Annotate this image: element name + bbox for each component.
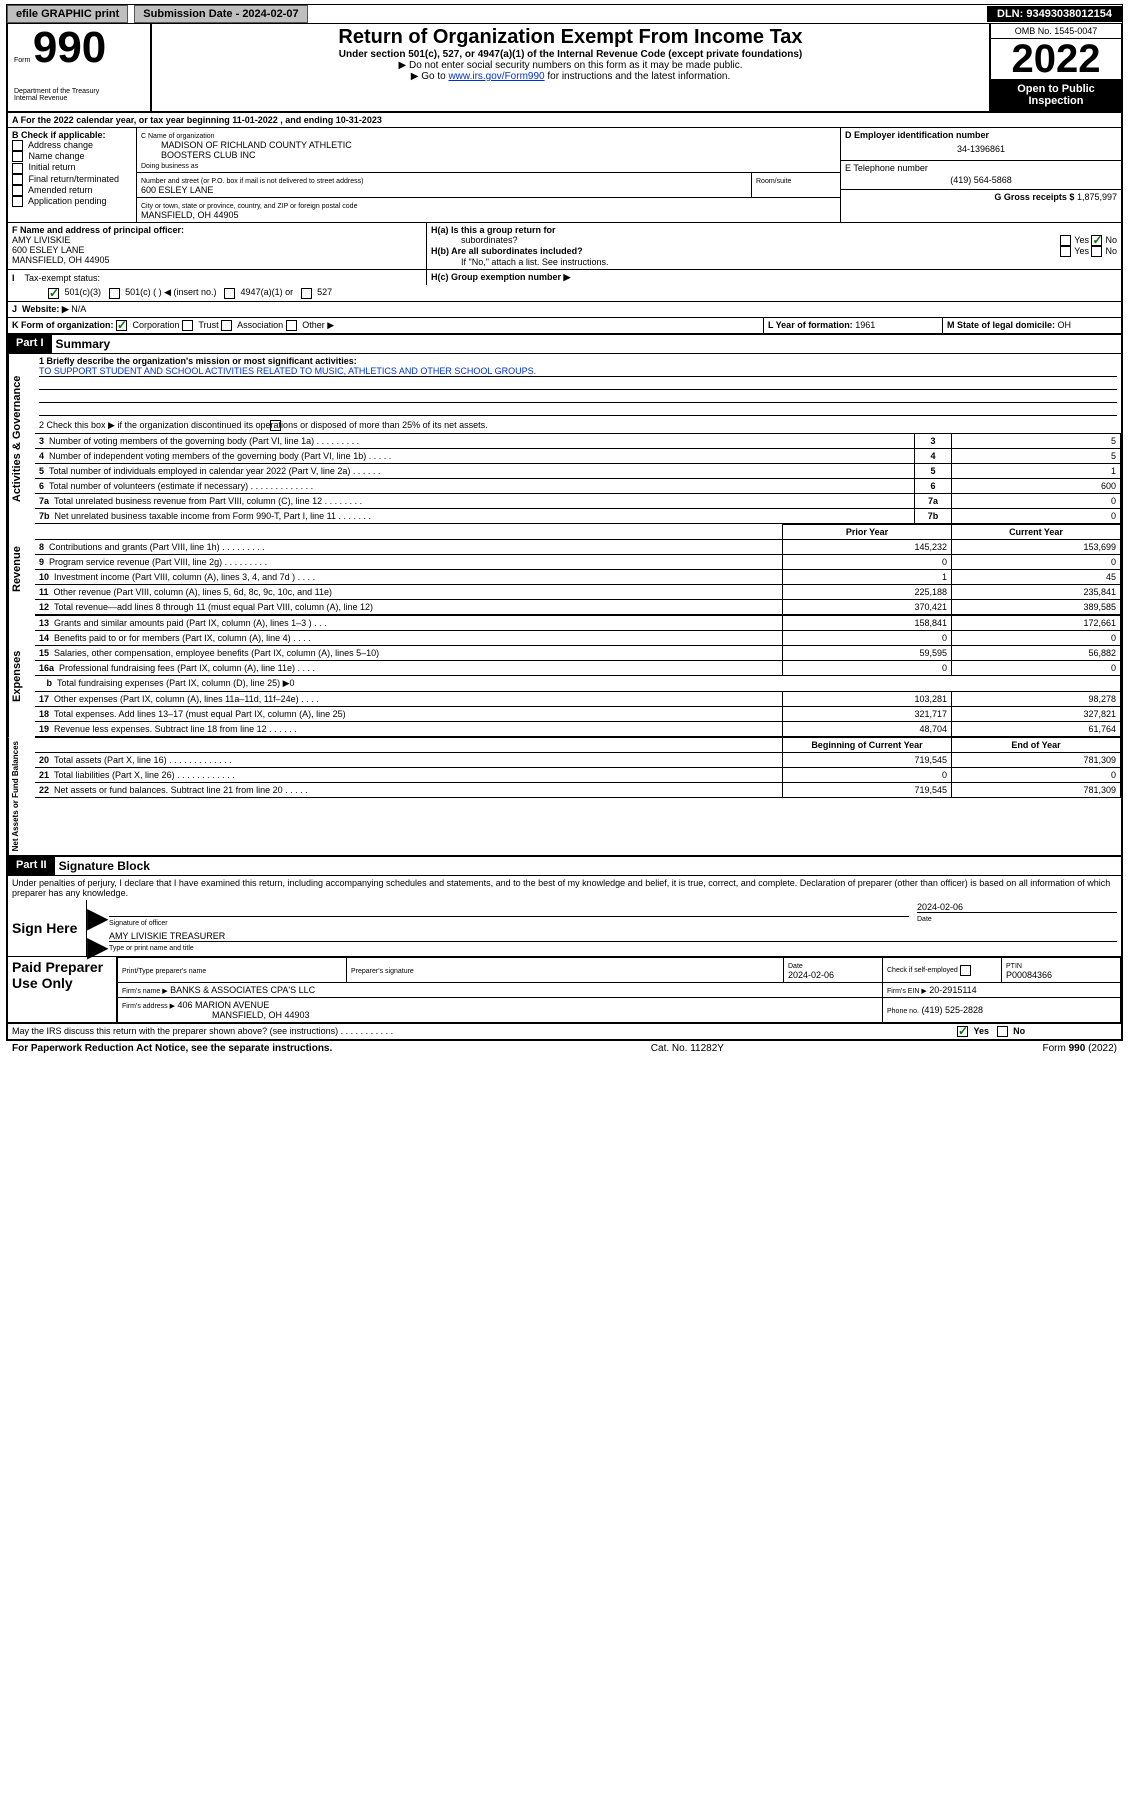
form-title: Return of Organization Exempt From Incom… bbox=[158, 26, 983, 49]
part2-header: Part II Signature Block bbox=[6, 857, 1123, 875]
line2: 2 Check this box ▶ if the organization d… bbox=[35, 418, 1121, 433]
top-toolbar: efile GRAPHIC print Submission Date - 20… bbox=[6, 4, 1123, 24]
side-netassets: Net Assets or Fund Balances bbox=[8, 737, 35, 855]
trust-checkbox[interactable] bbox=[182, 320, 193, 331]
subtitle-ssn: ▶ Do not enter social security numbers o… bbox=[158, 60, 983, 71]
mayirs-yes-checkbox[interactable] bbox=[957, 1026, 968, 1037]
paid-preparer-block: Paid Preparer Use Only Print/Type prepar… bbox=[6, 956, 1123, 1024]
line1: 1 Briefly describe the organization's mi… bbox=[35, 354, 1121, 418]
period-text: A For the 2022 calendar year, or tax yea… bbox=[8, 113, 386, 127]
side-governance: Activities & Governance bbox=[8, 354, 35, 524]
part1-header: Part I Summary bbox=[6, 335, 1123, 353]
hb-yes-checkbox[interactable] bbox=[1060, 246, 1071, 257]
box-f: F Name and address of principal officer:… bbox=[8, 223, 427, 269]
revenue-block: Revenue Prior YearCurrent Year 8 Contrib… bbox=[6, 524, 1123, 615]
declaration: Under penalties of perjury, I declare th… bbox=[6, 875, 1123, 900]
expenses-table: 13 Grants and similar amounts paid (Part… bbox=[35, 615, 1121, 737]
line2-checkbox[interactable] bbox=[270, 420, 281, 431]
irs-link[interactable]: www.irs.gov/Form990 bbox=[448, 71, 544, 82]
box-e: E Telephone number (419) 564-5868 bbox=[841, 161, 1121, 190]
netassets-table: Beginning of Current YearEnd of Year 20 … bbox=[35, 737, 1121, 798]
part1-body: Activities & Governance 1 Briefly descri… bbox=[6, 353, 1123, 524]
assoc-checkbox[interactable] bbox=[221, 320, 232, 331]
may-irs-row: May the IRS discuss this return with the… bbox=[6, 1024, 1123, 1041]
room-suite: Room/suite bbox=[752, 173, 840, 197]
officer-h-row: F Name and address of principal officer:… bbox=[6, 222, 1123, 269]
side-expenses: Expenses bbox=[8, 615, 35, 737]
open-inspection-badge: Open to Public Inspection bbox=[991, 79, 1121, 111]
irs-label: Internal Revenue bbox=[14, 95, 144, 102]
website-row: J Website: ▶ N/A bbox=[6, 302, 1123, 318]
527-checkbox[interactable] bbox=[301, 288, 312, 299]
tax-year: 2022 bbox=[991, 39, 1121, 79]
page-footer: For Paperwork Reduction Act Notice, see … bbox=[6, 1041, 1123, 1056]
entity-block: B Check if applicable: Address change Na… bbox=[6, 128, 1123, 222]
sign-arrow-icon: ▶ bbox=[87, 900, 105, 929]
dln-badge: DLN: 93493038012154 bbox=[987, 6, 1122, 22]
netassets-block: Net Assets or Fund Balances Beginning of… bbox=[6, 737, 1123, 857]
hb-no-checkbox[interactable] bbox=[1091, 246, 1102, 257]
sign-arrow-icon: ▶ bbox=[87, 929, 105, 956]
governance-table: 3 Number of voting members of the govern… bbox=[35, 433, 1121, 524]
subtitle-section: Under section 501(c), 527, or 4947(a)(1)… bbox=[158, 49, 983, 60]
form-label: Form bbox=[14, 57, 30, 64]
revenue-table: Prior YearCurrent Year 8 Contributions a… bbox=[35, 524, 1121, 615]
submission-date-badge: Submission Date - 2024-02-07 bbox=[134, 5, 307, 23]
box-h: H(a) Is this a group return for subordin… bbox=[427, 223, 1121, 269]
box-c-name: C Name of organization MADISON OF RICHLA… bbox=[137, 128, 840, 173]
self-employed-checkbox[interactable] bbox=[960, 965, 971, 976]
box-c-city: City or town, state or province, country… bbox=[137, 198, 840, 222]
box-g: G Gross receipts $ 1,875,997 bbox=[841, 190, 1121, 204]
box-c-street: Number and street (or P.O. box if mail i… bbox=[137, 173, 752, 197]
other-checkbox[interactable] bbox=[286, 320, 297, 331]
501c-checkbox[interactable] bbox=[109, 288, 120, 299]
501c3-checkbox[interactable] bbox=[48, 288, 59, 299]
4947-checkbox[interactable] bbox=[224, 288, 235, 299]
sign-here-block: Sign Here ▶ Signature of officer 2024-02… bbox=[6, 900, 1123, 956]
form-number: 990 bbox=[33, 23, 106, 72]
dept-label: Department of the Treasury bbox=[14, 88, 144, 95]
period-row: A For the 2022 calendar year, or tax yea… bbox=[6, 113, 1123, 128]
box-hc: H(c) Group exemption number ▶ bbox=[427, 270, 1121, 285]
mayirs-no-checkbox[interactable] bbox=[997, 1026, 1008, 1037]
box-b: B Check if applicable: Address change Na… bbox=[8, 128, 137, 222]
efile-print-button[interactable]: efile GRAPHIC print bbox=[7, 5, 128, 23]
expenses-block: Expenses 13 Grants and similar amounts p… bbox=[6, 615, 1123, 737]
form-header: Form 990 Department of the Treasury Inte… bbox=[6, 24, 1123, 113]
ha-no-checkbox[interactable] bbox=[1091, 235, 1102, 246]
box-d: D Employer identification number 34-1396… bbox=[841, 128, 1121, 161]
side-revenue: Revenue bbox=[8, 524, 35, 615]
ha-yes-checkbox[interactable] bbox=[1060, 235, 1071, 246]
klm-row: K Form of organization: Corporation Trus… bbox=[6, 318, 1123, 335]
tax-status-opts: 501(c)(3) 501(c) ( ) ◀ (insert no.) 4947… bbox=[6, 285, 1123, 301]
corp-checkbox[interactable] bbox=[116, 320, 127, 331]
subtitle-link-row: ▶ Go to www.irs.gov/Form990 for instruct… bbox=[158, 71, 983, 82]
tax-status-row: I Tax-exempt status: H(c) Group exemptio… bbox=[6, 269, 1123, 285]
